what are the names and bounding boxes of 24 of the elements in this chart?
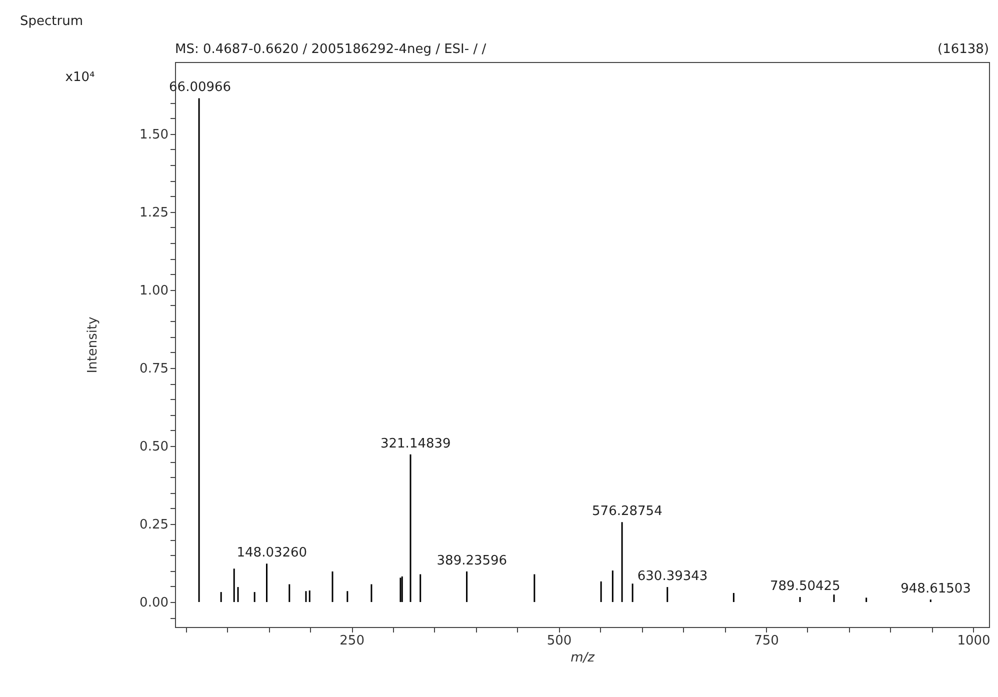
x-tick-label: 250 [340,634,364,648]
text: Spectrum [20,14,83,29]
y-tick-label: 0.75 [140,361,168,376]
y-axis-title: Intensity [86,316,101,374]
y-tick-label: 0.50 [140,439,168,454]
annotation: 321.14839 [380,436,451,452]
x-tick-label: 1000 [957,634,990,648]
annotation: 576.28754 [592,504,662,520]
y-tick-label: 1.50 [140,127,168,142]
y-tick-label: 0.00 [140,596,168,611]
x-tick-label: 750 [754,634,779,648]
annotation: 789.50425 [770,579,840,594]
y-tick-label: 1.00 [140,283,168,298]
x-axis-title: m/z [570,650,596,666]
x-tick-label: 500 [546,634,572,648]
y-tick-label: 0.25 [140,517,168,532]
annotation: 389.23596 [436,553,508,568]
annotation: 148.03260 [236,546,308,561]
annotation: 630.39343 [637,569,708,584]
annotation: 948.61503 [900,582,971,597]
y-tick-label: 1.25 [140,205,168,220]
text: x10⁴ [65,70,95,85]
chart-subtitle: MS: 0.4687-0.6620 / 2005186292-4neg / ESI- / / [175,42,487,57]
text: (16138) [938,42,989,57]
